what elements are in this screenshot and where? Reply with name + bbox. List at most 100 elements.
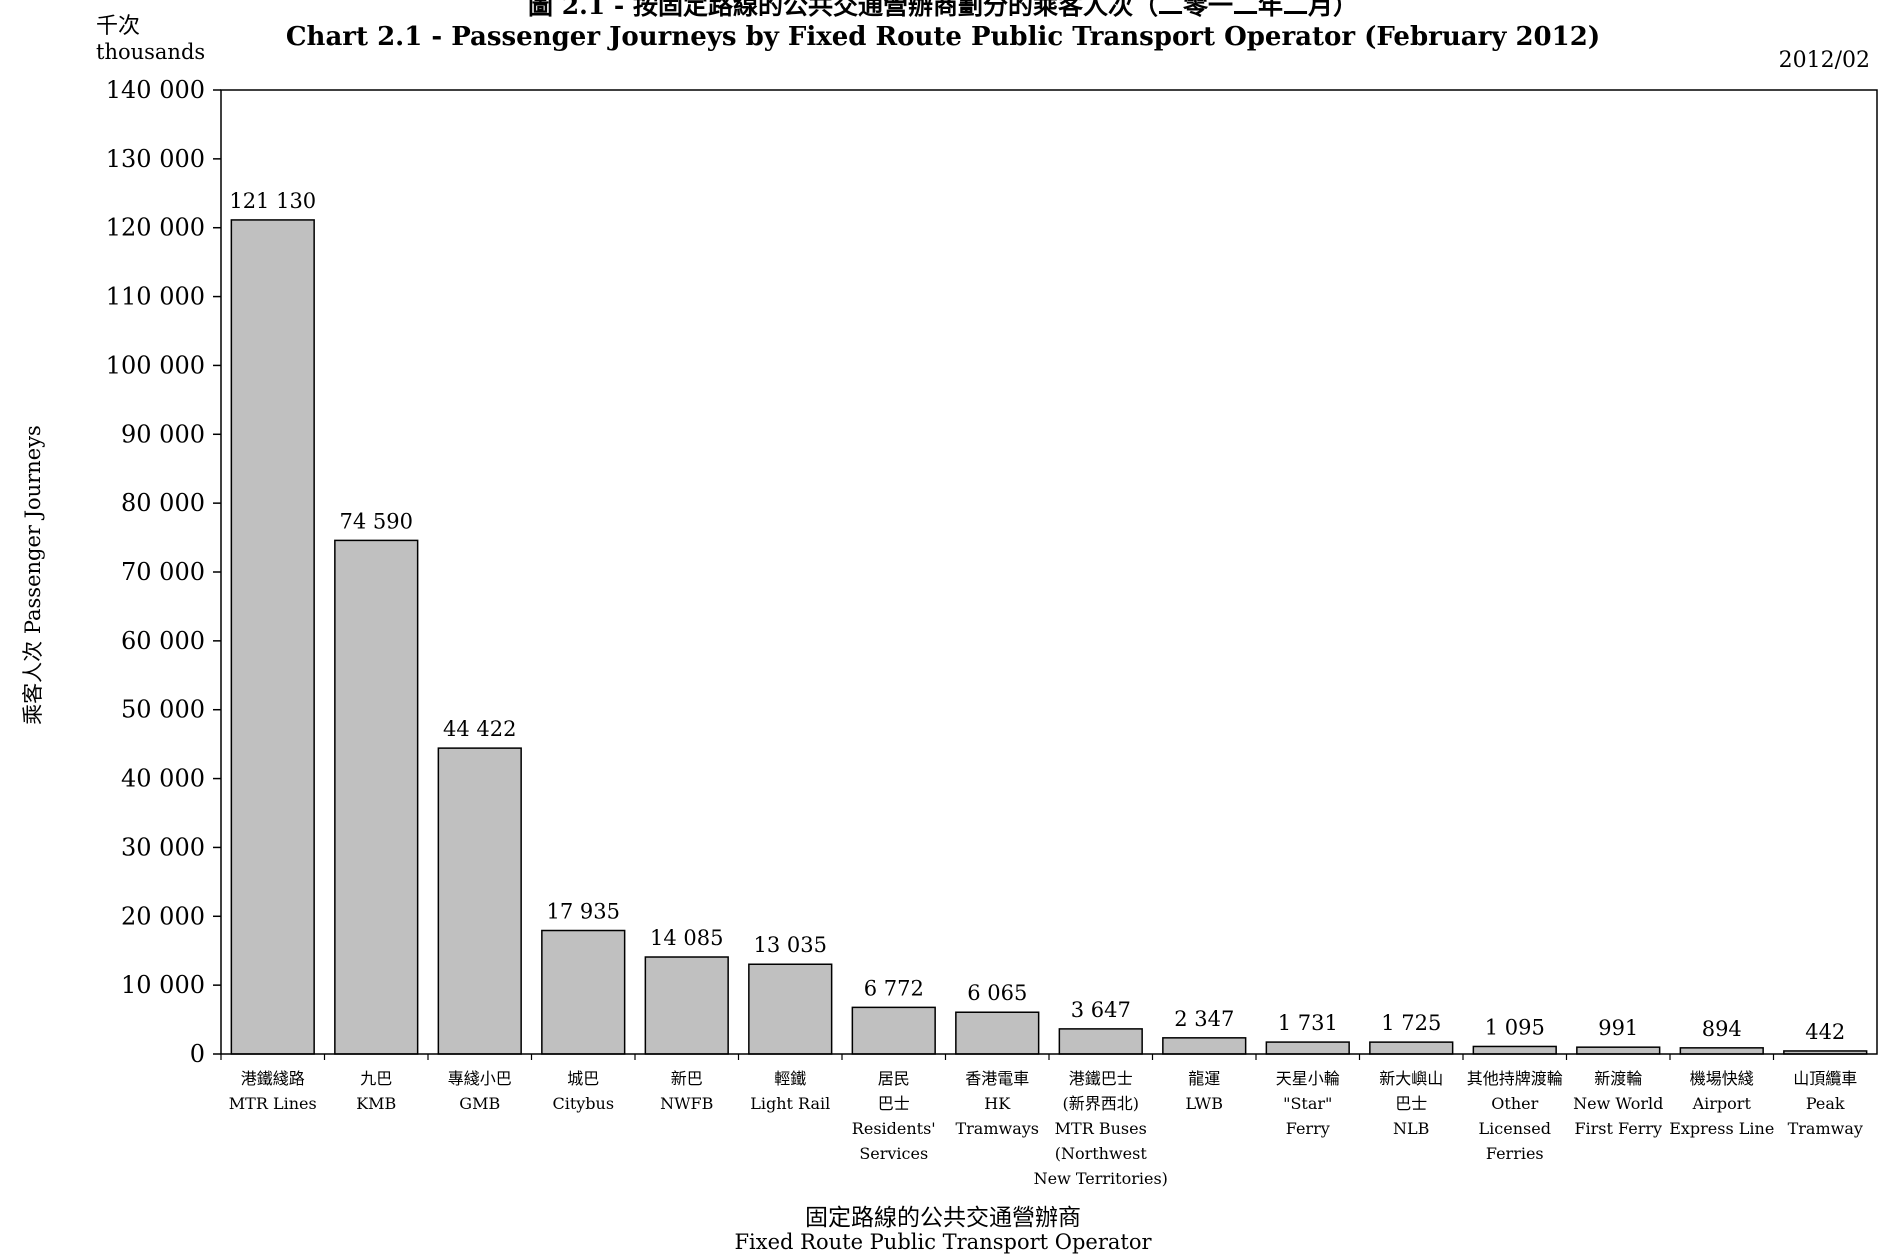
bars [230, 219, 1868, 1055]
x-tick-label: 龍運 [1188, 1069, 1220, 1088]
x-tick-label: HK [984, 1094, 1011, 1113]
x-tick-label: 巴士 [878, 1094, 910, 1113]
x-tick-label: 港鐵巴士 [1069, 1069, 1133, 1088]
x-tick-label: 港鐵綫路 [241, 1069, 305, 1088]
bar [1265, 1041, 1350, 1055]
bar-value-label: 894 [1702, 1017, 1742, 1041]
x-tick-label: Peak [1806, 1094, 1845, 1113]
x-tick-label: Airport [1692, 1094, 1752, 1113]
x-tick-label: 居民 [878, 1069, 910, 1088]
bar [955, 1011, 1040, 1055]
bar-value-label: 14 085 [650, 926, 723, 950]
bar-value-label: 13 035 [754, 933, 827, 957]
bar [334, 539, 419, 1055]
x-tick-label: Tramways [955, 1119, 1039, 1138]
x-tick-label: MTR Lines [229, 1094, 317, 1113]
bar [437, 747, 522, 1055]
x-tick-label: 輕鐵 [774, 1069, 806, 1088]
bar-value-label: 6 065 [967, 981, 1027, 1005]
x-tick-label: Tramway [1788, 1119, 1863, 1138]
x-tick-label: LWB [1186, 1094, 1223, 1113]
x-axis: 港鐵綫路 MTR Lines 九巴 KMB 專綫小巴 GMB 城巴 Citybus 新巴 NWFB… [220, 1054, 1863, 1188]
x-tick-label: 新巴 [671, 1069, 703, 1088]
bar-value-label: 1 095 [1485, 1015, 1545, 1039]
bar-value-label: 3 647 [1071, 998, 1131, 1022]
x-tick-label: KMB [356, 1094, 396, 1113]
bar [1472, 1045, 1557, 1055]
bar-value-label: 17 935 [547, 900, 620, 924]
x-tick-label: NLB [1393, 1119, 1429, 1138]
x-tick-label: Ferry [1286, 1119, 1330, 1138]
bar-value-label: 1 731 [1278, 1011, 1338, 1035]
bar [748, 963, 833, 1055]
bar [1058, 1028, 1143, 1055]
x-tick-label: NWFB [660, 1094, 713, 1113]
x-tick-label: Ferries [1486, 1144, 1544, 1163]
value-labels: 121 130 74 590 44 422 17 935 14 085 13 035 6 7… [229, 189, 1845, 1044]
bar-value-label: 74 590 [340, 509, 413, 533]
x-tick-label: GMB [459, 1094, 500, 1113]
plot-area-frame [220, 89, 1878, 1055]
y-tick-label: 100 000 [106, 351, 205, 379]
y-tick-label: 0 [190, 1040, 205, 1068]
bar [1679, 1047, 1764, 1055]
bar-value-label: 991 [1598, 1016, 1638, 1040]
x-tick-label: (新界西北) [1063, 1094, 1140, 1113]
x-tick-label: 新渡輪 [1594, 1069, 1642, 1088]
unit-label-english: thousands [96, 40, 206, 64]
chart-title-chinese: 圖 2.1 - 按固定路線的公共交通營辦商劃分的乘客人次（二零一二年二月） [528, 0, 1358, 20]
y-tick-label: 110 000 [106, 283, 205, 311]
x-tick-label: Residents' [852, 1119, 936, 1138]
bar-value-label: 6 772 [864, 976, 924, 1000]
x-tick-label: New World [1573, 1094, 1663, 1113]
bar [644, 956, 729, 1055]
bar [851, 1006, 936, 1055]
y-tick-label: 90 000 [121, 420, 205, 448]
x-tick-label: Licensed [1479, 1119, 1551, 1138]
chart-title-english: Chart 2.1 - Passenger Journeys by Fixed … [285, 22, 1601, 52]
x-tick-label: Services [859, 1144, 928, 1163]
y-tick-label: 10 000 [121, 971, 205, 999]
bar [1162, 1037, 1247, 1055]
x-tick-label: (Northwest [1055, 1144, 1148, 1163]
x-tick-label: 機場快綫 [1690, 1069, 1754, 1088]
bar-value-label: 1 725 [1381, 1011, 1441, 1035]
x-tick-label: 其他持牌渡輪 [1467, 1069, 1563, 1088]
bar [1576, 1046, 1661, 1055]
x-tick-label: Citybus [552, 1094, 614, 1113]
y-tick-label: 70 000 [121, 558, 205, 586]
x-tick-label: Express Line [1669, 1119, 1774, 1138]
bar-value-label: 2 347 [1174, 1007, 1234, 1031]
y-tick-label: 130 000 [106, 145, 205, 173]
x-tick-label: 新大嶼山 [1379, 1069, 1443, 1088]
y-tick-label: 20 000 [121, 902, 205, 930]
x-tick-label: 九巴 [360, 1069, 392, 1088]
y-tick-label: 120 000 [106, 214, 205, 242]
period-label: 2012/02 [1778, 48, 1870, 73]
x-tick-label: 山頂纜車 [1793, 1069, 1857, 1088]
x-tick-label: Other [1491, 1094, 1538, 1113]
bar [230, 219, 315, 1055]
bar [541, 929, 626, 1055]
x-tick-label: 天星小輪 [1276, 1069, 1340, 1088]
bar-value-label: 442 [1805, 1020, 1845, 1044]
x-tick-label: Light Rail [750, 1094, 830, 1113]
unit-label-chinese: 千次 [96, 14, 141, 39]
y-tick-label: 80 000 [121, 489, 205, 517]
y-tick-label: 30 000 [121, 833, 205, 861]
bar [1369, 1041, 1454, 1055]
x-tick-label: MTR Buses [1055, 1119, 1147, 1138]
y-tick-label: 50 000 [121, 696, 205, 724]
x-tick-label: 巴士 [1395, 1094, 1427, 1113]
x-tick-label: 香港電車 [965, 1069, 1029, 1088]
y-tick-label: 140 000 [106, 76, 205, 104]
bar-value-label: 121 130 [229, 189, 316, 213]
bar-value-label: 44 422 [443, 717, 516, 741]
y-tick-label: 60 000 [121, 627, 205, 655]
y-tick-label: 40 000 [121, 765, 205, 793]
x-tick-label: First Ferry [1574, 1119, 1662, 1138]
x-axis-label-chinese: 固定路線的公共交通營辦商 [805, 1205, 1081, 1231]
y-axis: 0 10 000 20 000 30 000 40 000 50 000 60 000 70 … [106, 76, 221, 1068]
x-axis-label-english: Fixed Route Public Transport Operator [734, 1230, 1152, 1254]
